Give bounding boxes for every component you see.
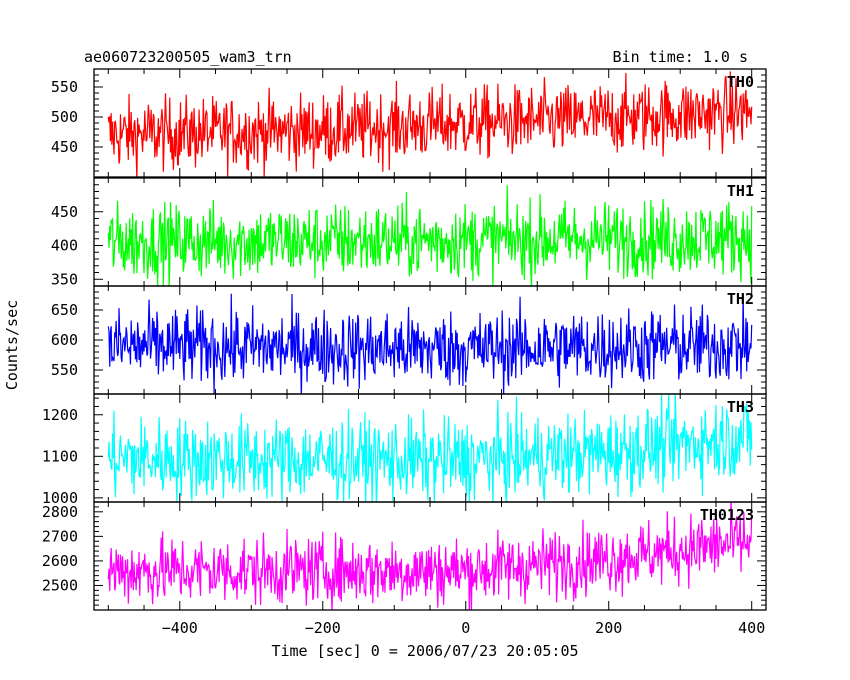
panel-label: TH3: [727, 398, 754, 416]
y-tick-label: 2800: [42, 503, 78, 521]
y-tick-label: 1100: [42, 447, 78, 465]
series-line-th0123: [107, 502, 753, 610]
series-line-th0: [107, 71, 753, 177]
panel-th2: TH2 550 600 650: [51, 285, 767, 395]
x-tick-label: 200: [595, 619, 622, 637]
series-line-th2: [107, 293, 753, 394]
y-tick-label: 450: [51, 138, 78, 156]
y-tick-label: 1200: [42, 406, 78, 424]
y-tick-label: 550: [51, 361, 78, 379]
x-tick-label: −200: [305, 619, 341, 637]
panel-th0: TH0 450 500 550: [51, 68, 767, 178]
bin-time-label: Bin time: 1.0 s: [613, 48, 748, 66]
x-tick-group: −400 −200 0 200 400: [162, 619, 766, 637]
y-tick-label: 650: [51, 301, 78, 319]
y-axis-label: Counts/sec: [3, 300, 21, 390]
y-tick-label: 2600: [42, 552, 78, 570]
y-tick-label: 2500: [42, 576, 78, 594]
chart-title: ae060723200505_wam3_trn: [84, 48, 292, 66]
x-tick-label: 400: [738, 619, 765, 637]
y-tick-label: 350: [51, 270, 78, 288]
panel-label: TH1: [727, 182, 754, 200]
y-tick-label: 450: [51, 203, 78, 221]
y-tick-label: 550: [51, 78, 78, 96]
y-tick-label: 500: [51, 108, 78, 126]
panel-th0123: TH0123 2500 2600 2700 2800: [42, 501, 767, 611]
y-tick-label: 600: [51, 331, 78, 349]
x-tick-label: −400: [162, 619, 198, 637]
panel-label: TH0: [727, 73, 754, 91]
y-tick-label: 400: [51, 237, 78, 255]
panel-th1: TH1 350 400 450: [51, 177, 767, 288]
y-tick-label: 2700: [42, 527, 78, 545]
panels-group: TH0 450 500 550 TH1 350 400 450 TH2 550 600 650 TH3 1…: [42, 68, 767, 611]
panel-label: TH0123: [700, 506, 754, 524]
y-tick-label: 1000: [42, 489, 78, 507]
x-tick-label: 0: [461, 619, 470, 637]
panel-th3: TH3 1000 1100 1200: [42, 393, 767, 507]
series-line-th1: [107, 185, 753, 286]
x-axis-label: Time [sec] 0 = 2006/07/23 20:05:05: [271, 642, 578, 660]
series-line-th3: [107, 394, 753, 502]
panel-label: TH2: [727, 290, 754, 308]
